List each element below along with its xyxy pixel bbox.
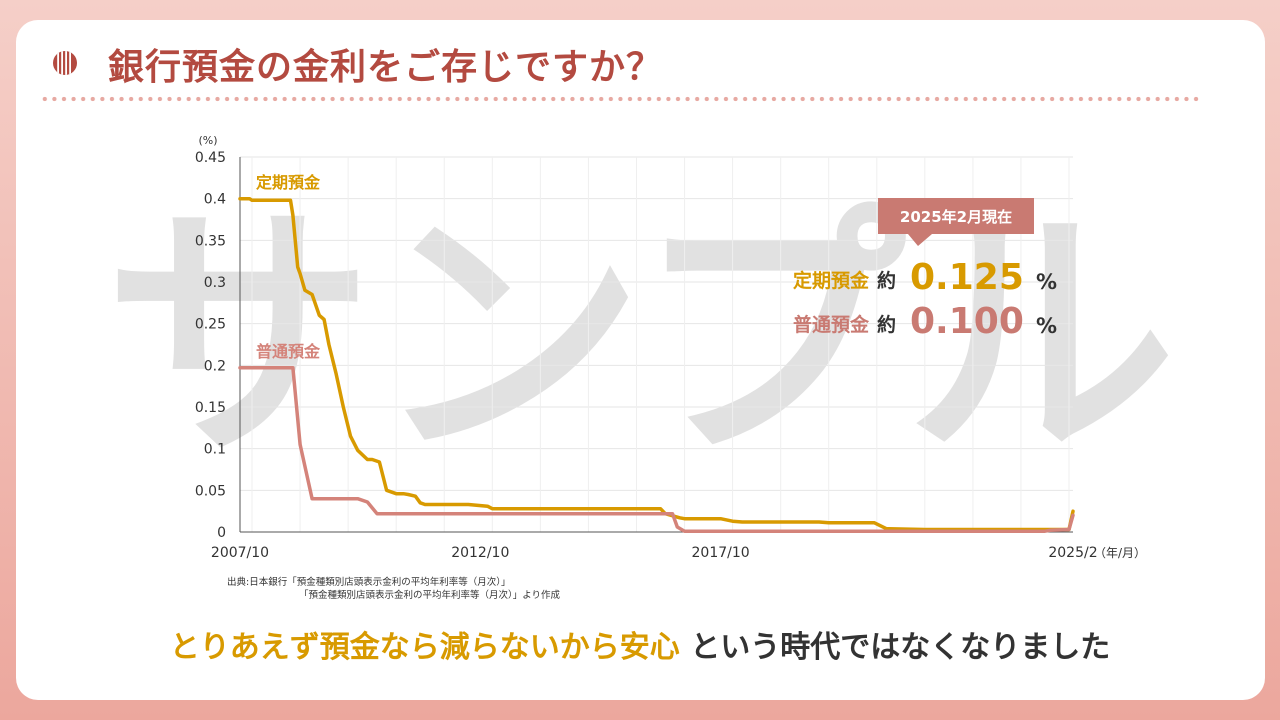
- y-tick-label: 0.2: [204, 358, 226, 374]
- series-label-futsu: 普通預金: [256, 342, 321, 361]
- callout-futsu-prefix: 約: [877, 313, 896, 336]
- striped-circle-icon: [53, 51, 77, 75]
- callout-badge-text: 2025年2月現在: [900, 208, 1012, 226]
- footer-rest: という時代ではなくなりました: [679, 630, 1111, 665]
- chart-grid: [240, 156, 1073, 532]
- callout-teiki-prefix: 約: [877, 269, 896, 292]
- callout-futsu-name: 普通預金: [793, 313, 870, 336]
- callout-futsu-unit: %: [1036, 314, 1057, 338]
- y-tick-label: 0.15: [195, 400, 226, 416]
- chart-series: [238, 196, 1075, 533]
- y-tick-label: 0.3: [204, 275, 226, 291]
- page-title: 銀行預金の金利をご存じですか？: [108, 47, 664, 88]
- y-tick-label: 0.4: [204, 192, 226, 208]
- series-line-futsu: [238, 366, 1075, 533]
- y-axis-unit: (%): [198, 134, 217, 147]
- x-tick-label: 2007/10: [211, 545, 269, 561]
- footer-emphasis: とりあえず預金なら減らないから安心: [169, 630, 680, 665]
- y-tick-label: 0.35: [195, 233, 226, 249]
- callout-teiki-unit: %: [1036, 270, 1057, 294]
- chart-axes: 0 0.05 0.1 0.15 0.2 0.25 0.3 0.35 0.4 0.45 (%) 2007…: [195, 134, 1146, 561]
- y-tick-label: 0.25: [195, 317, 226, 333]
- x-axis-unit: （年/月）: [1094, 546, 1146, 560]
- x-tick-label: 2017/10: [692, 545, 750, 561]
- callout-futsu-value: 0.100: [910, 301, 1024, 342]
- source-line-1: 出典:日本銀行「預金種類別店頭表示金利の平均年利率等（月次）」: [227, 577, 511, 588]
- x-tick-label: 2025/2: [1048, 545, 1097, 561]
- y-tick-label: 0.1: [204, 442, 226, 458]
- slide-card: [16, 20, 1265, 700]
- dotted-divider: [40, 96, 1200, 102]
- callout-teiki-name: 定期預金: [793, 269, 870, 292]
- y-tick-label: 0: [217, 525, 226, 541]
- series-label-teiki: 定期預金: [255, 173, 321, 192]
- y-tick-label: 0.05: [195, 483, 226, 499]
- footer-message: とりあえず預金なら減らないから安心 という時代ではなくなりました: [0, 622, 1280, 666]
- y-tick-label: 0.45: [195, 150, 226, 166]
- callout: 2025年2月現在 定期預金 約 0.125 % 普通預金 約 0.100 %: [793, 198, 1057, 342]
- series-line-teiki: [238, 196, 1075, 532]
- source-note: 出典:日本銀行「預金種類別店頭表示金利の平均年利率等（月次）」 「預金種類別店頭…: [227, 576, 560, 602]
- callout-teiki-value: 0.125: [910, 257, 1024, 298]
- x-tick-label: 2012/10: [451, 545, 509, 561]
- source-line-2: 「預金種類別店頭表示金利の平均年利率等（月次）」より作成: [299, 590, 561, 601]
- callout-badge: [878, 198, 1034, 246]
